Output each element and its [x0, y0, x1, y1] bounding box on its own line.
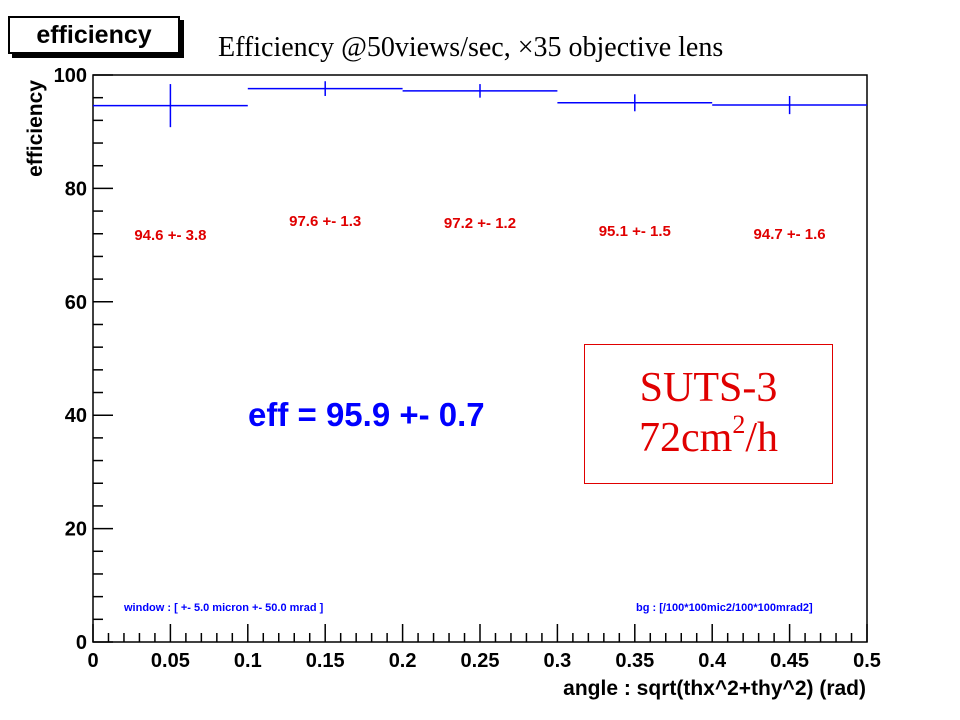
bin-value-label: 97.2 +- 1.2 [444, 215, 516, 232]
y-axis-title: efficiency [24, 80, 47, 177]
suts-info-box: SUTS-3 72cm2/h [584, 344, 833, 484]
y-tick-label: 0 [76, 632, 87, 654]
window-note: window : [ +- 5.0 micron +- 50.0 mrad ] [124, 602, 324, 614]
histogram-title: efficiency [8, 16, 180, 54]
x-tick-label: 0 [87, 650, 98, 672]
suts-rate: 72cm2/h [585, 412, 832, 462]
bin-value-label: 95.1 +- 1.5 [599, 223, 671, 240]
x-tick-label: 0.4 [698, 650, 727, 672]
suts-rate-unit: /h [745, 415, 778, 461]
bin-value-label: 97.6 +- 1.3 [289, 213, 361, 230]
suts-rate-value: 72cm [639, 415, 733, 461]
x-tick-label: 0.25 [461, 650, 500, 672]
suts-name: SUTS-3 [639, 365, 778, 411]
bin-value-label: 94.6 +- 3.8 [134, 227, 206, 244]
y-tick-label: 80 [65, 178, 87, 200]
y-tick-label: 60 [65, 292, 87, 314]
x-tick-label: 0.35 [615, 650, 654, 672]
background-note: bg : [/100*100mic2/100*100mrad2] [636, 602, 813, 614]
x-axis-title: angle : sqrt(thx^2+thy^2) (rad) [563, 677, 866, 700]
bin-value-label: 94.7 +- 1.6 [754, 226, 826, 243]
x-tick-label: 0.1 [234, 650, 262, 672]
y-tick-label: 20 [65, 519, 87, 541]
chart-subtitle: Efficiency @50views/sec, ×35 objective l… [218, 32, 724, 63]
total-efficiency-label: eff = 95.9 +- 0.7 [248, 396, 485, 433]
x-tick-label: 0.05 [151, 650, 190, 672]
y-tick-label: 100 [54, 65, 87, 87]
x-tick-label: 0.5 [853, 650, 881, 672]
x-tick-label: 0.3 [543, 650, 571, 672]
x-tick-label: 0.45 [770, 650, 809, 672]
x-tick-label: 0.2 [389, 650, 417, 672]
suts-rate-exponent: 2 [732, 410, 746, 439]
y-tick-label: 40 [65, 405, 87, 427]
x-tick-label: 0.15 [306, 650, 345, 672]
